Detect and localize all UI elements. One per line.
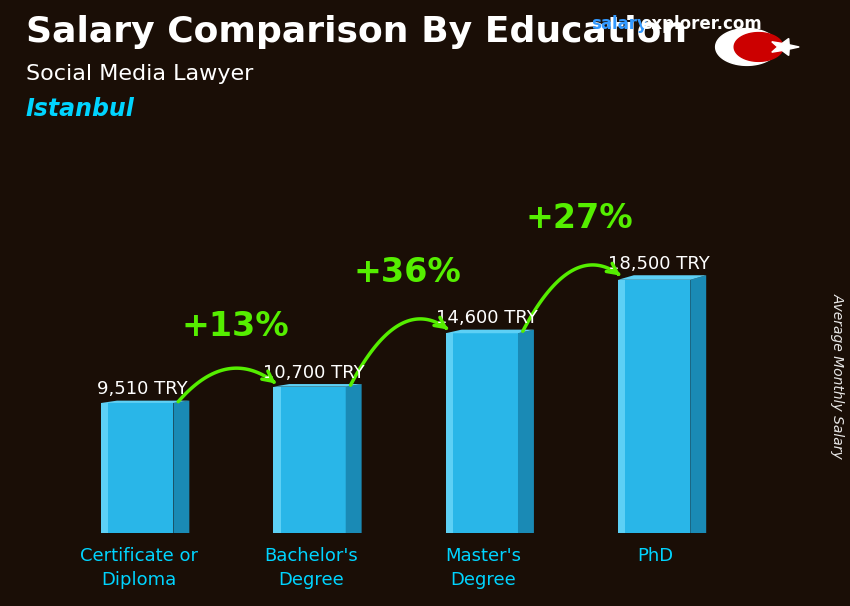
Text: +27%: +27% [526, 202, 633, 235]
Text: 10,700 TRY: 10,700 TRY [264, 364, 366, 382]
Text: explorer.com: explorer.com [640, 15, 762, 33]
Polygon shape [690, 275, 706, 533]
Text: Salary Comparison By Education: Salary Comparison By Education [26, 15, 687, 49]
Text: 9,510 TRY: 9,510 TRY [97, 380, 187, 398]
Text: Social Media Lawyer: Social Media Lawyer [26, 64, 253, 84]
Text: 14,600 TRY: 14,600 TRY [436, 309, 537, 327]
Polygon shape [101, 401, 190, 403]
Polygon shape [772, 38, 799, 56]
Polygon shape [618, 280, 690, 533]
Text: +36%: +36% [354, 256, 462, 288]
Polygon shape [346, 384, 361, 533]
Text: Average Monthly Salary: Average Monthly Salary [830, 293, 844, 459]
Polygon shape [445, 333, 518, 533]
Polygon shape [101, 403, 108, 533]
Polygon shape [716, 28, 778, 65]
Polygon shape [445, 333, 453, 533]
Polygon shape [101, 403, 173, 533]
Polygon shape [274, 384, 361, 387]
Text: 18,500 TRY: 18,500 TRY [608, 255, 710, 273]
Polygon shape [618, 275, 706, 280]
Polygon shape [445, 330, 534, 333]
Text: salary: salary [591, 15, 648, 33]
Text: Istanbul: Istanbul [26, 97, 134, 121]
Polygon shape [274, 387, 280, 533]
Polygon shape [173, 401, 190, 533]
Polygon shape [274, 387, 346, 533]
Polygon shape [518, 330, 534, 533]
Polygon shape [618, 280, 625, 533]
Text: +13%: +13% [181, 310, 289, 342]
Polygon shape [734, 33, 783, 61]
